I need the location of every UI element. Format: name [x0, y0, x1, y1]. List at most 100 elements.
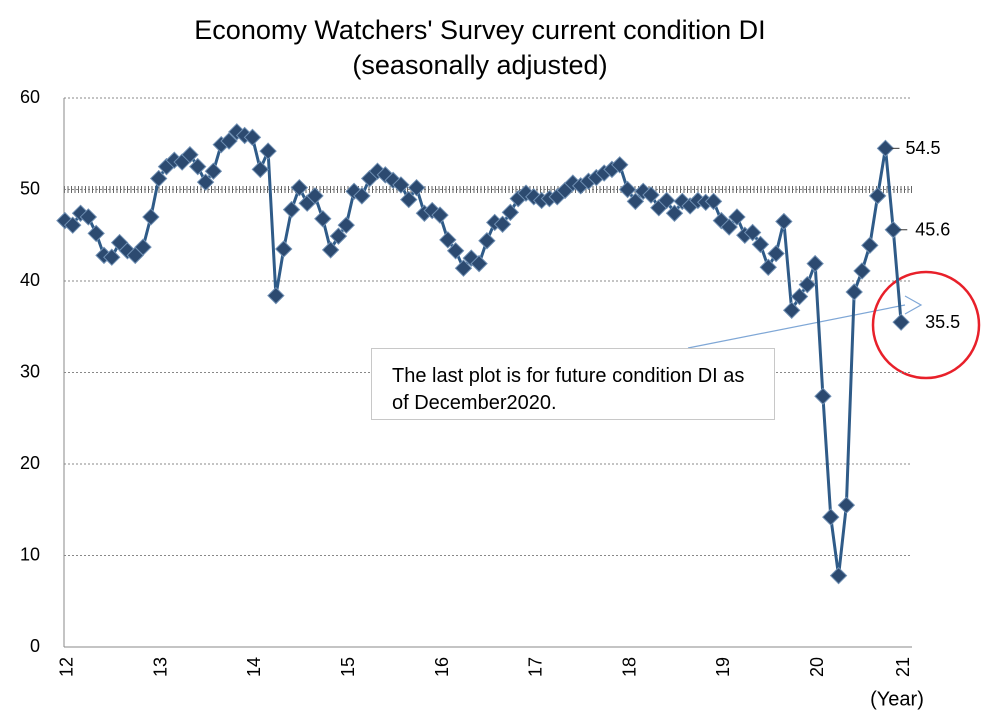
- point-marker: [665, 204, 684, 222]
- y-tick-label: 50: [20, 178, 40, 198]
- point-marker: [87, 224, 105, 243]
- point-marker: [861, 236, 879, 255]
- point-marker: [400, 190, 418, 209]
- point-marker: [806, 254, 824, 273]
- point-marker: [142, 208, 160, 226]
- x-tick-label: 21: [893, 657, 913, 677]
- point-marker: [775, 212, 793, 231]
- x-tick-label: 17: [526, 657, 546, 677]
- x-tick-label: 15: [338, 657, 358, 677]
- point-marker: [259, 142, 277, 160]
- point-marker: [478, 232, 496, 250]
- point-marker: [251, 160, 269, 179]
- y-tick-label: 30: [20, 361, 40, 381]
- point-marker: [829, 566, 848, 585]
- point-marker: [782, 301, 801, 319]
- point-marker: [853, 262, 871, 280]
- point-marker: [79, 208, 98, 226]
- point-marker: [837, 496, 856, 514]
- point-marker: [720, 218, 738, 236]
- x-tick-label: 14: [244, 657, 264, 677]
- point-marker: [501, 203, 520, 222]
- point-marker: [345, 182, 363, 201]
- point-marker: [149, 169, 168, 188]
- y-tick-label: 0: [30, 636, 40, 656]
- point-marker: [243, 128, 262, 147]
- annotation-arrow: [687, 304, 906, 349]
- point-marker: [134, 238, 152, 256]
- x-tick-label: 18: [619, 657, 639, 677]
- point-marker: [728, 208, 746, 226]
- chart-subtitle: (seasonally adjusted): [352, 50, 607, 80]
- point-marker: [64, 216, 82, 234]
- point-marker: [392, 176, 410, 194]
- point-marker: [673, 192, 691, 211]
- point-marker: [103, 248, 121, 266]
- point-marker: [290, 178, 309, 197]
- point-marker: [306, 187, 324, 205]
- point-marker: [446, 242, 465, 260]
- point-marker: [282, 200, 301, 219]
- point-marker: [767, 244, 785, 263]
- point-marker: [751, 235, 770, 254]
- point-marker: [470, 254, 488, 273]
- x-tick-label: 20: [807, 657, 827, 677]
- point-marker: [743, 223, 762, 242]
- point-marker: [759, 258, 777, 276]
- point-marker: [337, 216, 355, 234]
- point-marker: [462, 249, 480, 267]
- arrow-head: [904, 295, 923, 315]
- point-marker: [439, 231, 457, 249]
- chart-title: Economy Watchers' Survey current conditi…: [194, 15, 765, 45]
- data-label: 35.5: [925, 312, 960, 332]
- point-marker: [267, 286, 285, 305]
- point-marker: [118, 242, 137, 260]
- point-marker: [196, 173, 215, 191]
- point-marker: [876, 139, 895, 158]
- point-marker: [626, 192, 645, 211]
- y-tick-label: 40: [20, 270, 40, 290]
- point-marker: [704, 192, 723, 211]
- point-marker: [493, 215, 512, 233]
- highlight-circle: [871, 270, 981, 380]
- x-tick-label: 19: [713, 657, 733, 677]
- point-marker: [814, 387, 832, 405]
- point-marker: [634, 182, 652, 201]
- x-axis-label: (Year): [870, 688, 924, 710]
- point-marker: [353, 187, 371, 205]
- point-marker: [657, 191, 676, 210]
- point-marker: [220, 132, 238, 150]
- point-marker: [712, 211, 731, 230]
- y-tick-label: 10: [20, 544, 40, 564]
- annotation-box: The last plot is for future condition DI…: [371, 348, 775, 420]
- point-marker: [884, 221, 902, 239]
- point-marker: [275, 240, 293, 258]
- point-marker: [431, 206, 449, 224]
- point-marker: [798, 275, 817, 294]
- point-marker: [517, 184, 535, 202]
- point-marker: [384, 171, 402, 190]
- point-marker: [189, 157, 207, 176]
- point-marker: [407, 178, 426, 197]
- y-tick-label: 20: [20, 453, 40, 473]
- point-marker: [618, 180, 637, 199]
- point-marker: [892, 313, 910, 331]
- point-marker: [454, 259, 473, 277]
- x-tick-label: 12: [57, 657, 77, 677]
- point-marker: [822, 508, 840, 526]
- point-marker: [868, 187, 887, 205]
- point-marker: [642, 186, 660, 204]
- point-marker: [790, 287, 809, 306]
- data-label: 45.6: [915, 220, 950, 240]
- point-marker: [611, 156, 629, 174]
- point-marker: [329, 227, 348, 245]
- x-tick-label: 13: [150, 657, 170, 677]
- point-marker: [845, 283, 863, 301]
- point-marker: [181, 146, 199, 164]
- x-tick-label: 16: [432, 657, 452, 677]
- y-tick-label: 60: [20, 87, 40, 107]
- point-marker: [321, 241, 340, 259]
- point-marker: [204, 162, 223, 180]
